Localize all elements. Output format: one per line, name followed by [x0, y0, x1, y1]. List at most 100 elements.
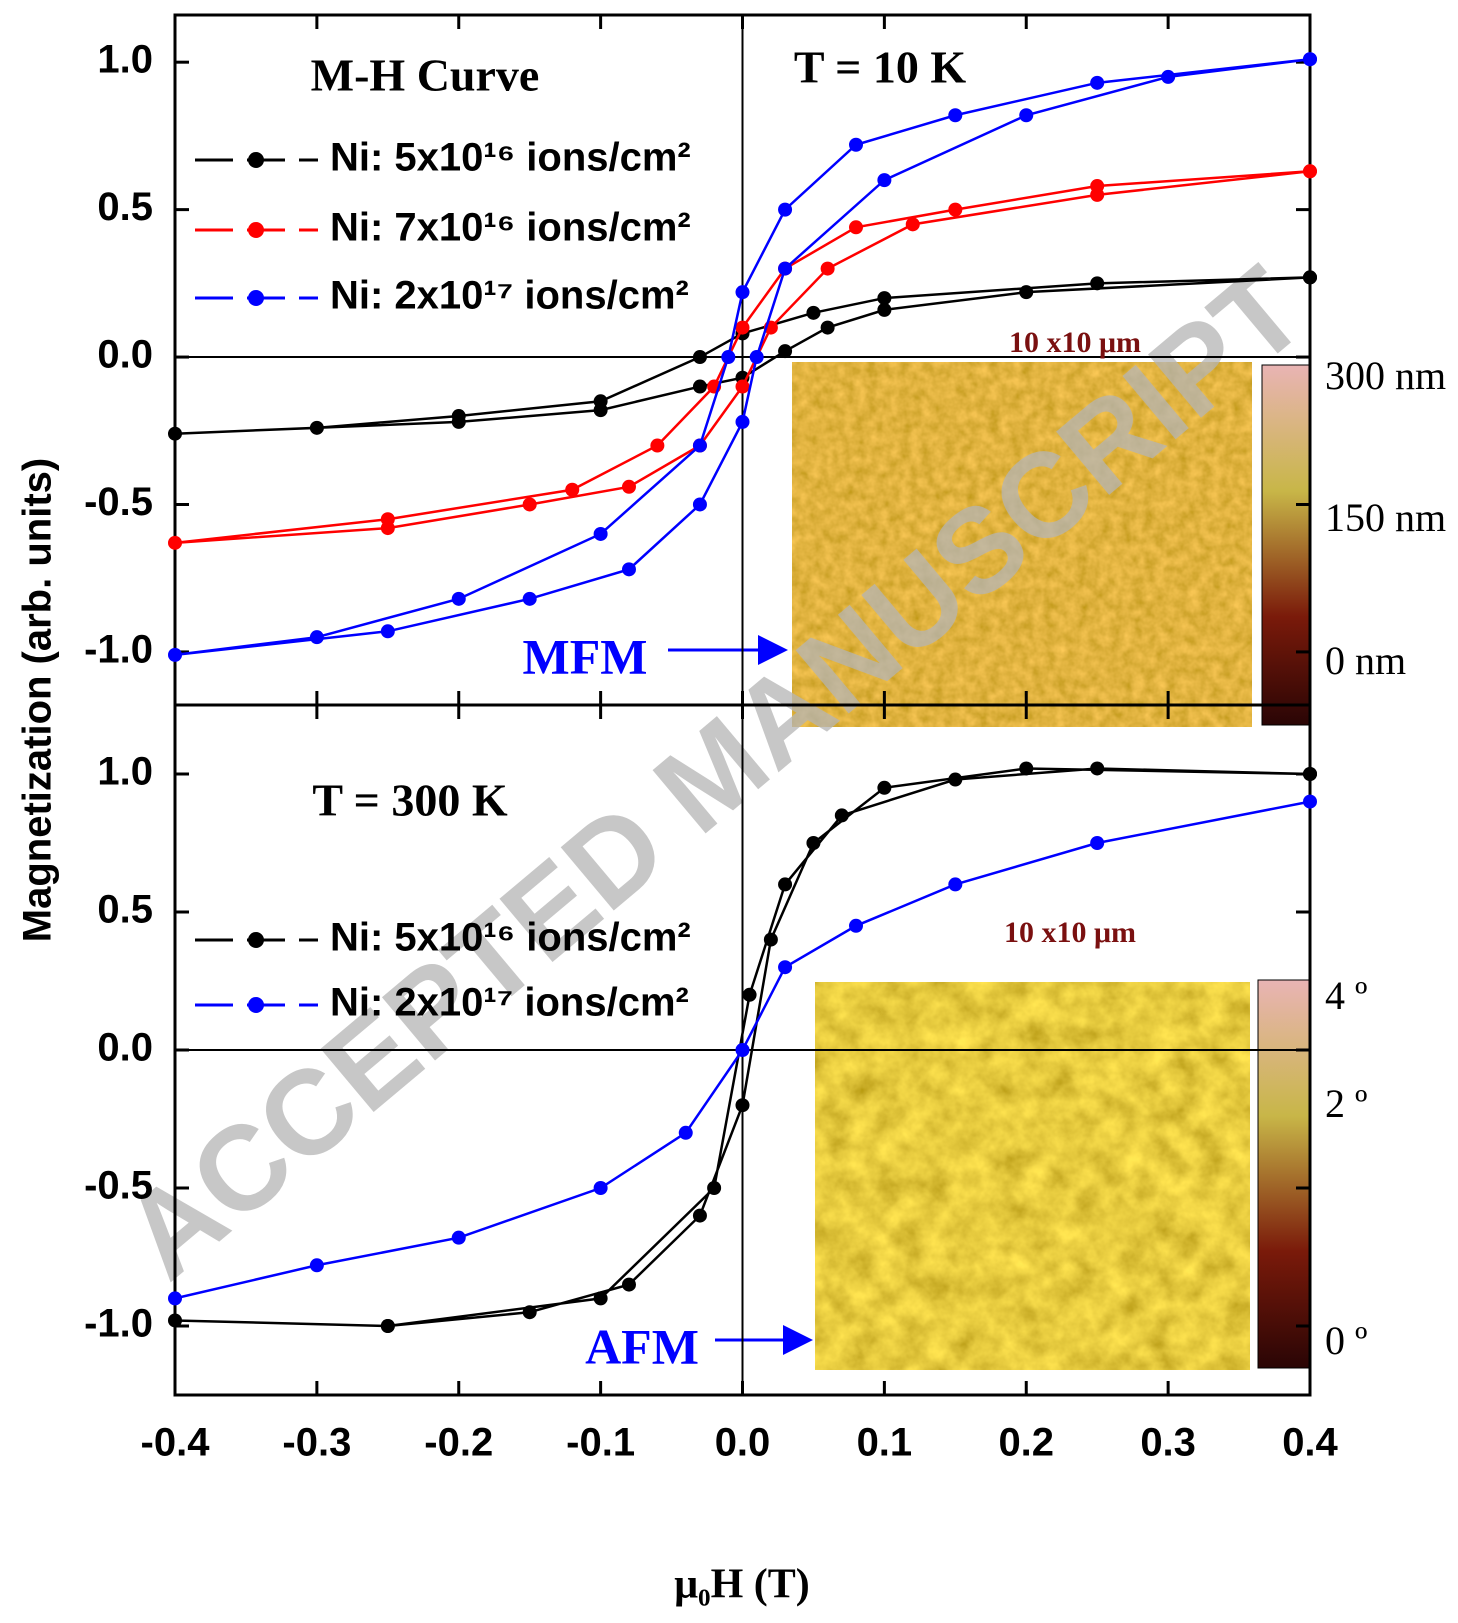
x-tick-label: -0.2	[424, 1421, 493, 1465]
legend-marker	[248, 932, 264, 948]
x-tick-label: 0.4	[1282, 1421, 1338, 1465]
data-point	[1090, 187, 1105, 202]
data-point	[877, 780, 892, 795]
data-point	[735, 414, 750, 429]
data-point	[1303, 767, 1317, 781]
series-line	[174, 767, 1311, 1328]
data-point	[1090, 836, 1105, 850]
mfm-image	[792, 362, 1252, 727]
inset-caption: MFM	[523, 628, 648, 684]
data-point	[622, 479, 636, 494]
y-tick-label: 0.0	[97, 333, 153, 377]
legend-label: Ni: 2x10¹⁷ ions/cm²	[330, 981, 689, 1025]
legend-marker	[248, 997, 264, 1013]
x-tick-label: -0.3	[282, 1421, 351, 1465]
data-point	[692, 438, 707, 453]
y-tick-label: 0.5	[97, 185, 153, 229]
data-point	[309, 1258, 324, 1273]
data-point	[692, 1208, 707, 1223]
data-point	[778, 261, 793, 276]
data-point	[1090, 761, 1105, 776]
data-point	[763, 932, 778, 947]
colorbar-label: 4 º	[1325, 973, 1367, 1018]
data-point	[877, 302, 892, 317]
data-point	[948, 772, 963, 787]
y-tick-label: 1.0	[97, 750, 153, 794]
data-point	[692, 379, 707, 394]
data-point	[309, 420, 324, 435]
data-point	[593, 1181, 608, 1195]
data-point	[820, 320, 835, 335]
x-tick-label: 0.2	[998, 1421, 1054, 1465]
annotation: T = 10 K	[794, 42, 967, 93]
x-tick-label: -0.1	[566, 1421, 635, 1465]
data-point	[168, 1291, 182, 1306]
data-point	[1303, 52, 1317, 67]
y-tick-label: 0.0	[97, 1026, 153, 1070]
data-point	[168, 426, 182, 441]
data-point	[650, 438, 665, 453]
inset-label: 10 x10 μm	[1009, 326, 1141, 359]
data-point	[735, 379, 750, 394]
data-point	[309, 630, 324, 645]
data-point	[778, 877, 793, 892]
colorbar-label: 150 nm	[1325, 495, 1446, 540]
data-point	[778, 344, 793, 359]
data-point	[1303, 794, 1317, 809]
x-tick-label: -0.4	[141, 1421, 211, 1465]
inset-caption: AFM	[585, 1318, 699, 1374]
data-point	[451, 414, 466, 429]
y-tick-label: -0.5	[84, 480, 153, 524]
insets	[668, 362, 1311, 1370]
data-point	[380, 624, 395, 639]
data-point	[692, 497, 707, 512]
legend-label: Ni: 5x10¹⁶ ions/cm²	[330, 916, 691, 960]
data-point	[948, 877, 963, 892]
data-point	[1019, 285, 1034, 300]
x-tick-label: 0.0	[715, 1421, 771, 1465]
colorbar-label: 300 nm	[1325, 353, 1446, 398]
legend-label: Ni: 2x10¹⁷ ions/cm²	[330, 274, 689, 318]
data-point	[622, 1277, 636, 1292]
y-tick-label: -0.5	[84, 1164, 153, 1208]
data-point	[749, 350, 764, 365]
data-point	[678, 1125, 693, 1140]
y-tick-label: 1.0	[97, 38, 153, 82]
data-point	[522, 1305, 537, 1320]
data-point	[522, 591, 537, 606]
legend-marker	[248, 152, 264, 168]
y-tick-label: -1.0	[84, 1302, 153, 1346]
x-tick-label: 0.1	[857, 1421, 913, 1465]
data-point	[806, 836, 821, 850]
data-point	[849, 220, 863, 235]
data-point	[742, 987, 757, 1002]
data-point	[806, 305, 821, 320]
data-point	[1019, 761, 1034, 776]
data-point	[565, 482, 580, 497]
annotation: T = 300 K	[312, 775, 508, 826]
data-point	[834, 808, 849, 823]
data-point	[522, 497, 537, 512]
legend-label: Ni: 7x10¹⁶ ions/cm²	[330, 206, 691, 250]
data-point	[1019, 108, 1034, 123]
y-axis-label: Magnetization (arb. units)	[16, 458, 60, 942]
data-point	[707, 1181, 722, 1195]
x-tick-label: 0.3	[1140, 1421, 1196, 1465]
data-point	[168, 647, 182, 662]
y-tick-label: 0.5	[97, 888, 153, 932]
data-point	[1303, 270, 1317, 285]
data-point	[1090, 276, 1105, 291]
legend-marker	[248, 290, 264, 306]
data-point	[593, 403, 608, 418]
data-point	[778, 202, 793, 217]
data-point	[593, 1291, 608, 1306]
data-point	[168, 535, 182, 550]
data-point	[735, 1098, 750, 1113]
data-point	[168, 1313, 182, 1328]
data-point	[451, 591, 466, 606]
data-point	[735, 1043, 750, 1057]
y-tick-label: -1.0	[84, 627, 153, 671]
data-point	[778, 960, 793, 975]
data-point	[877, 291, 892, 306]
